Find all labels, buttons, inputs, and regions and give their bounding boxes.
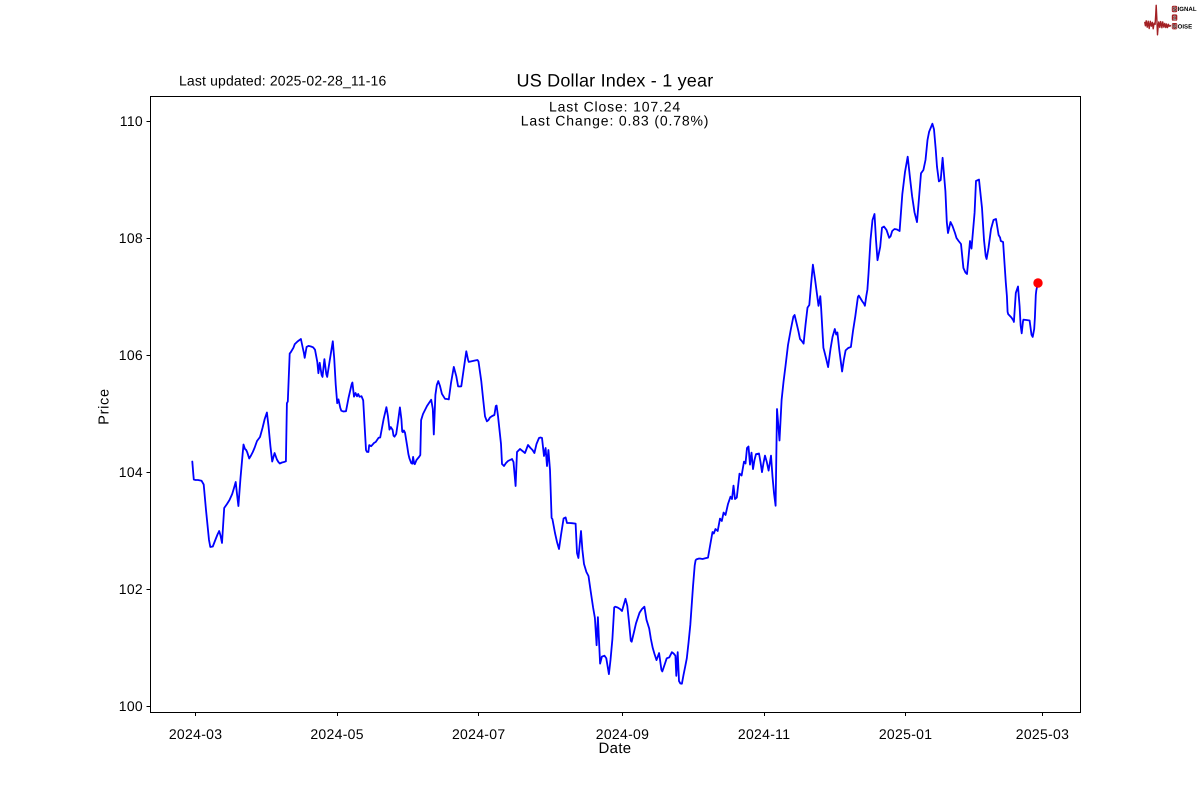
svg-text:104: 104 <box>119 464 143 480</box>
svg-text:S: S <box>1172 6 1176 13</box>
svg-text:2024-07: 2024-07 <box>452 726 505 742</box>
svg-text:2024-11: 2024-11 <box>738 726 790 742</box>
svg-text:OISE: OISE <box>1178 23 1193 30</box>
svg-text:N: N <box>1172 23 1176 30</box>
svg-text:Date: Date <box>599 740 632 757</box>
svg-text:102: 102 <box>119 581 143 597</box>
svg-text:US Dollar Index - 1 year: US Dollar Index - 1 year <box>517 71 714 91</box>
svg-text:Price: Price <box>96 388 112 425</box>
svg-text:108: 108 <box>119 230 143 246</box>
svg-text:2: 2 <box>1173 15 1177 22</box>
svg-text:2024-03: 2024-03 <box>169 726 222 742</box>
svg-text:2025-03: 2025-03 <box>1016 726 1069 742</box>
svg-text:2024-09: 2024-09 <box>596 726 649 742</box>
svg-text:100: 100 <box>119 698 143 714</box>
svg-text:106: 106 <box>119 347 143 363</box>
svg-text:Last updated: 2025-02-28_11-16: Last updated: 2025-02-28_11-16 <box>179 73 386 89</box>
svg-text:2025-01: 2025-01 <box>879 726 932 742</box>
svg-text:Last Change: 0.83 (0.78%): Last Change: 0.83 (0.78%) <box>521 113 710 129</box>
svg-text:2024-05: 2024-05 <box>310 726 363 742</box>
svg-text:Last Close: 107.24: Last Close: 107.24 <box>549 99 681 115</box>
svg-text:IGNAL: IGNAL <box>1178 6 1197 13</box>
svg-text:110: 110 <box>120 113 143 129</box>
